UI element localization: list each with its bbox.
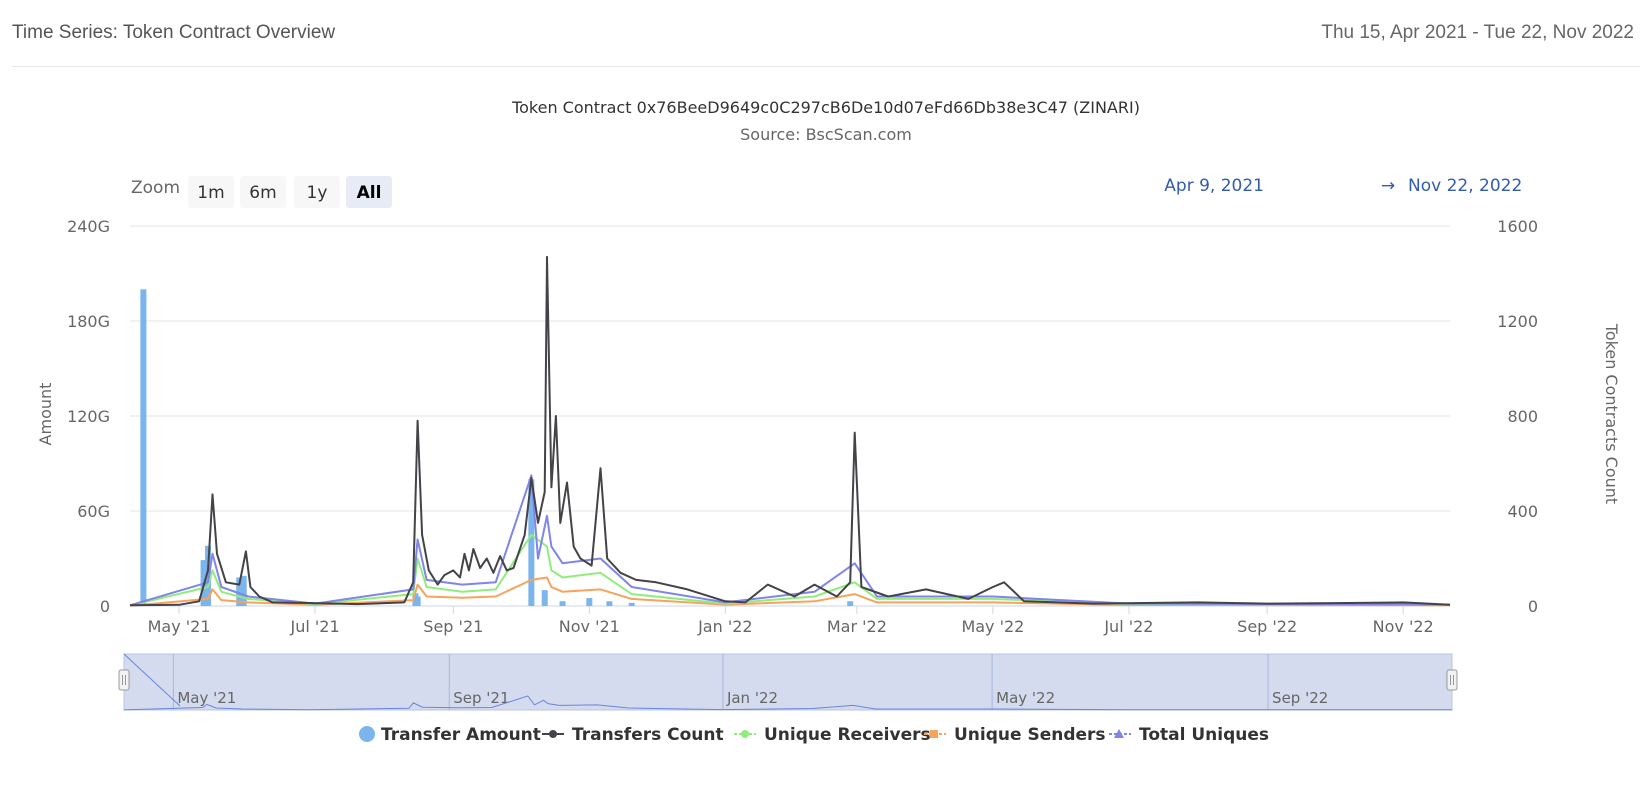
bar-transfer-amount [559, 601, 566, 606]
legend: Transfer Amount Transfers Count Unique Rec… [359, 725, 1269, 745]
navigator-handle-right[interactable] [1446, 669, 1458, 691]
legend-label: Total Uniques [1139, 725, 1269, 745]
handle-box [118, 669, 130, 691]
zoom-button-label: 6m [249, 183, 276, 203]
zoom-button-1m[interactable]: 1m [188, 176, 234, 208]
page-header: Time Series: Token Contract Overview Thu… [12, 0, 1640, 67]
navigator-tick-label: Jan '22 [726, 689, 778, 707]
y-axis-left-title: Amount [36, 383, 55, 446]
series-line-total-uniques [129, 474, 1451, 607]
navigator-mask [123, 653, 1453, 711]
y-right-tick-label: 1200 [1497, 312, 1538, 331]
bar-transfer-amount [586, 598, 593, 606]
chart: Token Contract 0x76BeeD9649c0C297cB6De10… [36, 98, 1621, 745]
legend-marker [1114, 729, 1124, 738]
bar-transfer-amount [236, 577, 243, 606]
y-right-tick-label: 800 [1507, 407, 1538, 426]
x-tick-label: Mar '22 [827, 617, 887, 636]
zoom-button-label: 1m [197, 183, 224, 203]
x-tick-label: Sep '21 [423, 617, 483, 636]
x-tick-label: Jul '22 [1103, 617, 1153, 636]
bar-transfer-amount [847, 601, 854, 606]
x-tick-label: Jan '22 [697, 617, 753, 636]
y-left-tick-label: 180G [67, 312, 110, 331]
legend-item-unique-senders[interactable]: Unique Senders [924, 725, 1106, 745]
range-selector: Zoom 1m 6m 1y All Apr 9, 2021 → Nov 22, 202… [131, 176, 1522, 208]
legend-item-unique-receivers[interactable]: Unique Receivers [734, 725, 931, 745]
x-tick-label: Nov '22 [1373, 617, 1434, 636]
range-to[interactable]: Nov 22, 2022 [1408, 176, 1522, 196]
legend-label: Unique Senders [954, 725, 1106, 745]
page-title: Time Series: Token Contract Overview [12, 22, 336, 43]
y-left-tick-label: 0 [100, 597, 110, 616]
legend-item-transfers-count[interactable]: Transfers Count [542, 725, 724, 745]
zoom-button-All[interactable]: All [346, 176, 392, 208]
zoom-button-1y[interactable]: 1y [294, 176, 340, 208]
chart-subtitle: Source: BscScan.com [740, 125, 912, 144]
range-arrow: → [1381, 176, 1395, 196]
chart-title: Token Contract 0x76BeeD9649c0C297cB6De10… [511, 98, 1140, 117]
zoom-button-bg [294, 176, 340, 208]
legend-label: Transfer Amount [381, 725, 541, 745]
navigator-tick-label: Sep '22 [1272, 689, 1328, 707]
zoom-label: Zoom [131, 178, 180, 198]
y-right-tick-label: 400 [1507, 502, 1538, 521]
navigator-series [123, 695, 1453, 711]
plot-area: 0 60G 120G 180G 240G 0 400 800 1200 1600 May '21 Ju… [67, 217, 1538, 636]
x-tick-label: Nov '21 [559, 617, 620, 636]
navigator-handle-left[interactable] [118, 669, 130, 691]
bar-transfer-amount [606, 601, 613, 606]
navigator[interactable]: May '21 Sep '21 Jan '22 May '22 Sep '22 [118, 653, 1458, 711]
y-right-tick-label: 1600 [1497, 217, 1538, 236]
range-from[interactable]: Apr 9, 2021 [1164, 176, 1264, 196]
bar-transfer-amount [140, 289, 147, 606]
zoom-button-label: All [357, 183, 382, 203]
legend-label: Unique Receivers [764, 725, 931, 745]
series-line-transfers-count [129, 255, 1451, 607]
zoom-button-bg [346, 176, 392, 208]
navigator-tick-label: Sep '21 [453, 689, 509, 707]
zoom-button-6m[interactable]: 6m [240, 176, 286, 208]
y-right-tick-label: 0 [1528, 597, 1538, 616]
date-range: Thu 15, Apr 2021 - Tue 22, Nov 2022 [1321, 22, 1634, 43]
navigator-tick-label: May '22 [996, 689, 1055, 707]
x-tick-label: Sep '22 [1237, 617, 1297, 636]
bar-transfer-amount [414, 596, 421, 606]
x-tick-label: Jul '21 [289, 617, 339, 636]
y-left-tick-label: 240G [67, 217, 110, 236]
navigator-column-trace [123, 653, 181, 707]
zoom-button-bg [240, 176, 286, 208]
series-line-unique-senders [129, 576, 1451, 607]
x-tick-label: May '21 [148, 617, 211, 636]
y-left-tick-label: 60G [77, 502, 110, 521]
legend-item-total-uniques[interactable]: Total Uniques [1109, 725, 1269, 745]
series-line-unique-receivers [129, 533, 1451, 607]
bar-transfer-amount [541, 590, 548, 606]
y-axis-right-title: Token Contracts Count [1602, 323, 1621, 504]
y-left-tick-label: 120G [67, 407, 110, 426]
zoom-button-bg [188, 176, 234, 208]
legend-marker [549, 730, 557, 738]
legend-symbol [359, 726, 375, 742]
legend-label: Transfers Count [572, 725, 724, 745]
legend-item-transfer-amount[interactable]: Transfer Amount [359, 725, 541, 745]
x-tick-label: May '22 [961, 617, 1024, 636]
bar-transfer-amount [628, 602, 635, 606]
zoom-button-label: 1y [307, 183, 328, 203]
handle-box [1446, 669, 1458, 691]
navigator-tick-label: May '21 [177, 689, 236, 707]
bar-transfer-amount [240, 575, 247, 606]
legend-marker [741, 730, 749, 738]
bar-transfer-amount [528, 479, 535, 606]
legend-marker [930, 730, 938, 738]
